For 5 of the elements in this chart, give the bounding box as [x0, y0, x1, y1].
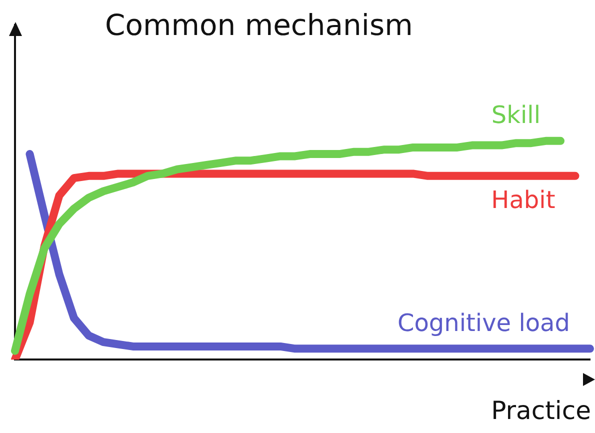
- chart-title: Common mechanism: [105, 8, 413, 42]
- series-label: Habit: [491, 186, 556, 214]
- series-label: Cognitive load: [397, 308, 570, 337]
- x-axis-title: Practice: [491, 396, 591, 425]
- series-label: Skill: [491, 101, 541, 130]
